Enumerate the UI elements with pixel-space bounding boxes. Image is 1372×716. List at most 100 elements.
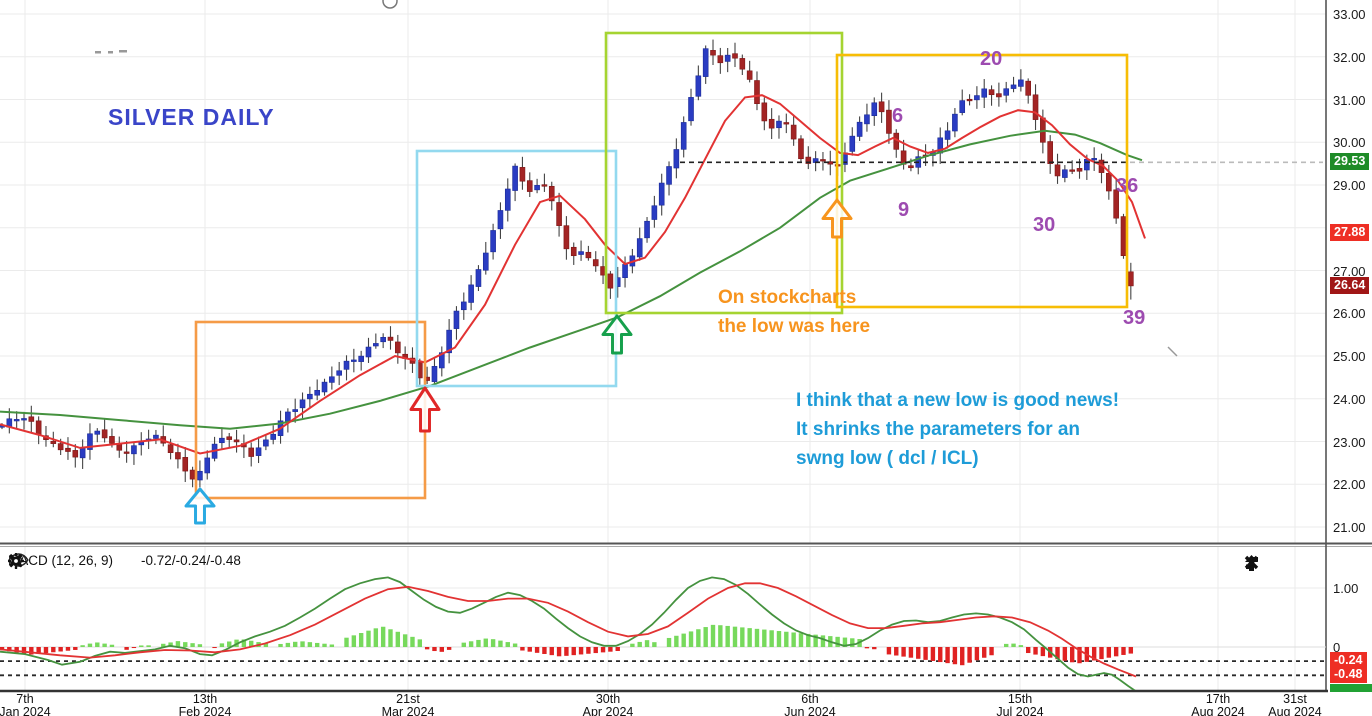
candle-body (1003, 88, 1010, 96)
candle-body (1032, 94, 1039, 120)
candle-body (739, 58, 746, 70)
up-arrow-green[interactable] (601, 314, 633, 355)
macd-histogram-bar (608, 647, 613, 652)
macd-histogram-bar (131, 647, 137, 649)
stray-mark (108, 51, 113, 54)
candle-body (952, 113, 958, 132)
candle-body (1025, 80, 1031, 96)
macd-histogram-bar (762, 629, 767, 647)
macd-histogram-bar (190, 643, 195, 647)
candle-body (314, 389, 320, 396)
candle-body (548, 186, 555, 202)
date-axis-label: 6th Jun 2024 (784, 692, 836, 716)
candle-body (292, 409, 299, 412)
candle-body (996, 93, 1002, 98)
annotation-box-cyan[interactable] (415, 149, 618, 388)
macd-histogram-bar (36, 647, 41, 654)
macd-header: MACD (12, 26, 9) -0.72/-0.24/-0.48 (8, 553, 241, 569)
macd-histogram-bar (395, 631, 401, 647)
cropped-watermark-glyph (382, 0, 398, 9)
candle-body (512, 165, 518, 191)
macd-histogram-bar (249, 640, 254, 647)
macd-histogram-bar (314, 642, 320, 647)
annotation-box-yellowgreen[interactable] (604, 31, 844, 315)
macd-histogram-bar (916, 647, 921, 659)
candle-body (798, 138, 804, 160)
candle-body (680, 122, 687, 150)
candle-body (351, 359, 357, 362)
candle-body (123, 451, 130, 454)
up-arrow-orange[interactable] (821, 198, 853, 239)
candle-body (944, 130, 951, 140)
macd-badge: -0.24 (1330, 652, 1367, 670)
macd-histogram-bar (95, 642, 100, 647)
macd-histogram-bar (703, 627, 708, 647)
candle-body (658, 182, 665, 206)
candle-body (365, 346, 372, 358)
macd-histogram-bar (219, 643, 225, 647)
date-axis-label: 30th Apr 2024 (582, 692, 634, 716)
candle-body (534, 185, 540, 191)
candle-body (453, 310, 460, 329)
macd-histogram-bar (29, 647, 34, 655)
candle-body (57, 443, 64, 451)
candle-body (761, 102, 768, 122)
candle-body (856, 121, 863, 137)
price-badge-green: 29.53 (1330, 153, 1370, 171)
candle-body (358, 355, 364, 362)
candle-body (695, 75, 702, 97)
macd-histogram-bar (1040, 647, 1046, 657)
swing-count-label-20: 20 (980, 48, 1003, 70)
macd-histogram-bar (476, 639, 481, 647)
macd-histogram-bar (146, 645, 151, 647)
macd-histogram-bar (930, 647, 936, 661)
macd-histogram-bar (938, 647, 943, 663)
macd-histogram-bar (498, 640, 503, 647)
candle-body (1106, 172, 1112, 192)
candle-body (966, 98, 973, 102)
swing-count-label-30: 30 (1033, 214, 1056, 236)
candle-body (329, 376, 335, 383)
candle-body (175, 452, 181, 460)
candle-body (673, 149, 680, 169)
candle-body (988, 89, 995, 96)
macd-histogram-bar (1011, 643, 1016, 647)
macd-histogram-bar (1106, 647, 1112, 658)
price-axis-label: 30.00 (1333, 135, 1366, 151)
macd-histogram-bar (615, 647, 620, 651)
annotation-box-gold[interactable] (835, 53, 1129, 309)
up-arrow-blue[interactable] (184, 487, 216, 525)
candle-body (556, 202, 562, 226)
candle-body (1084, 158, 1090, 171)
candle-body (1091, 158, 1097, 161)
macd-histogram-bar (674, 635, 679, 647)
macd-histogram-bar (1099, 647, 1104, 660)
macd-histogram-bar (1018, 645, 1024, 647)
stray-mark (119, 50, 127, 53)
candle-body (72, 450, 79, 458)
macd-histogram-bar (73, 647, 78, 650)
macd-histogram-bar (578, 647, 584, 655)
macd-histogram-bar (842, 637, 848, 647)
macd-histogram-bar (102, 643, 107, 647)
macd-histogram-bar (175, 641, 181, 647)
macd-histogram-bar (894, 647, 899, 656)
candle-body (153, 434, 159, 439)
candle-body (1062, 169, 1068, 178)
macd-histogram-bar (1077, 647, 1082, 664)
annotation-blue-note: I think that a new low is good news! It … (796, 386, 1119, 473)
up-arrow-red[interactable] (409, 386, 441, 433)
macd-histogram-bar (227, 641, 232, 647)
macd-histogram-bar (644, 640, 650, 647)
price-axis-label: 24.00 (1333, 391, 1366, 407)
price-axis-label: 27.00 (1333, 263, 1366, 279)
candle-body (490, 230, 496, 253)
macd-histogram-bar (1026, 647, 1031, 654)
candle-body (94, 430, 101, 435)
macd-histogram-bar (813, 634, 818, 647)
candle-body (607, 273, 614, 289)
macd-histogram-bar (710, 624, 716, 647)
candle-body (446, 329, 452, 354)
macd-histogram-bar (21, 647, 27, 654)
macd-histogram-bar (850, 638, 855, 647)
